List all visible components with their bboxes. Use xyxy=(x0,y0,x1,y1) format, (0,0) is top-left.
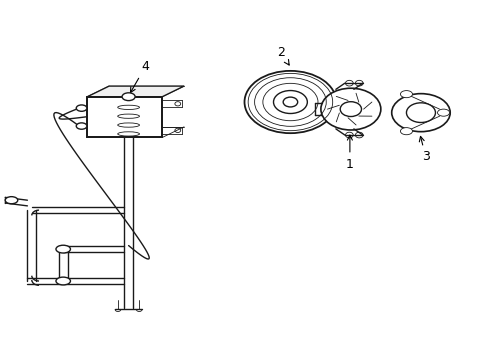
Ellipse shape xyxy=(273,91,307,113)
Text: 4: 4 xyxy=(130,60,149,93)
Ellipse shape xyxy=(400,91,412,98)
Ellipse shape xyxy=(406,103,435,122)
Text: 1: 1 xyxy=(345,135,353,171)
Ellipse shape xyxy=(56,245,70,253)
Ellipse shape xyxy=(76,105,87,111)
Text: 3: 3 xyxy=(419,136,429,163)
Ellipse shape xyxy=(244,71,336,133)
Bar xyxy=(87,97,162,138)
Ellipse shape xyxy=(5,197,18,204)
Ellipse shape xyxy=(340,102,361,117)
Ellipse shape xyxy=(391,94,449,132)
Bar xyxy=(87,97,162,138)
Ellipse shape xyxy=(437,109,448,116)
Ellipse shape xyxy=(400,128,412,135)
Polygon shape xyxy=(87,86,183,97)
Ellipse shape xyxy=(56,277,70,285)
Ellipse shape xyxy=(122,93,135,100)
Ellipse shape xyxy=(76,123,87,129)
Text: 2: 2 xyxy=(276,46,288,65)
Ellipse shape xyxy=(283,97,297,107)
Ellipse shape xyxy=(320,88,380,130)
